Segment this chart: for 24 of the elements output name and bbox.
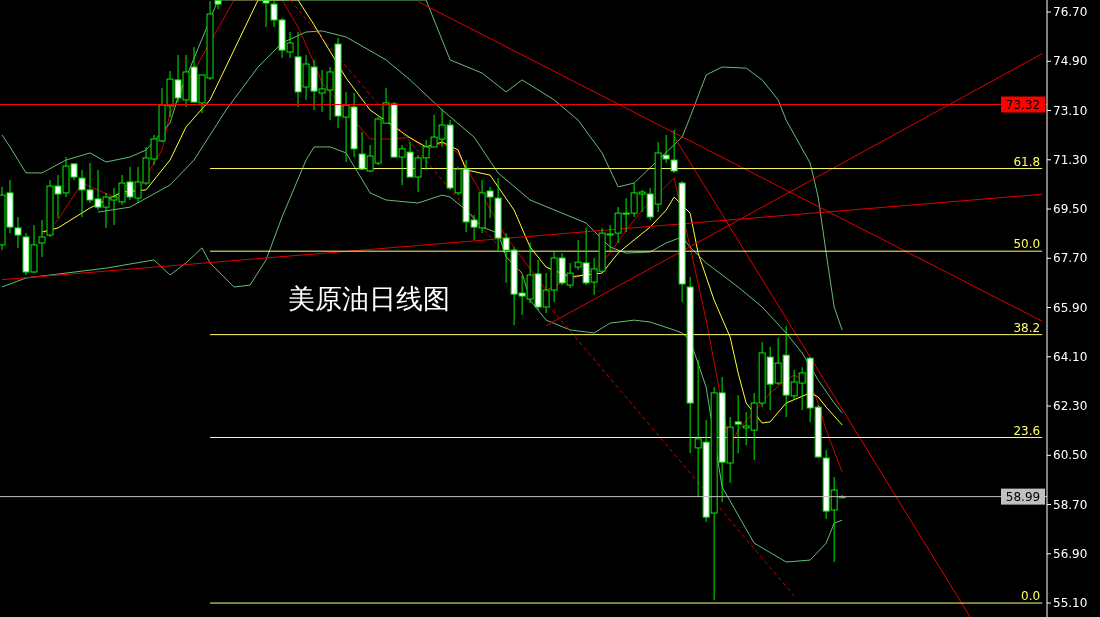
text: 美原油日线图 <box>288 283 450 314</box>
y-tick-label: 69.50 <box>1053 202 1088 217</box>
y-tick-label: 56.90 <box>1053 546 1088 561</box>
line-series <box>1 146 843 563</box>
series-label: 23.6 <box>1013 423 1041 438</box>
ref-line-label: 58.99 <box>1005 489 1041 504</box>
y-tick-label: 67.70 <box>1053 251 1088 266</box>
y-tick-label: 74.90 <box>1053 54 1088 69</box>
series-label: 0.0 <box>1021 589 1041 604</box>
line-series <box>97 30 843 414</box>
series-label: 38.2 <box>1013 320 1041 335</box>
y-tick-label: 62.30 <box>1053 399 1088 414</box>
y-tick-label: 55.10 <box>1053 596 1088 611</box>
y-tick-label: 58.70 <box>1053 497 1088 512</box>
y-tick-label: 71.30 <box>1053 152 1088 167</box>
y-tick-label: 76.70 <box>1053 5 1088 20</box>
y-tick-label: 60.50 <box>1053 448 1088 463</box>
y-tick-label: 73.10 <box>1053 103 1088 118</box>
ref-line-label: 73.32 <box>1005 97 1041 112</box>
y-tick-label: 64.10 <box>1053 349 1088 364</box>
y-tick-label: 65.90 <box>1053 300 1088 315</box>
series-label: 61.8 <box>1013 154 1041 169</box>
series-label: 50.0 <box>1013 237 1041 252</box>
line-series <box>1 0 843 331</box>
